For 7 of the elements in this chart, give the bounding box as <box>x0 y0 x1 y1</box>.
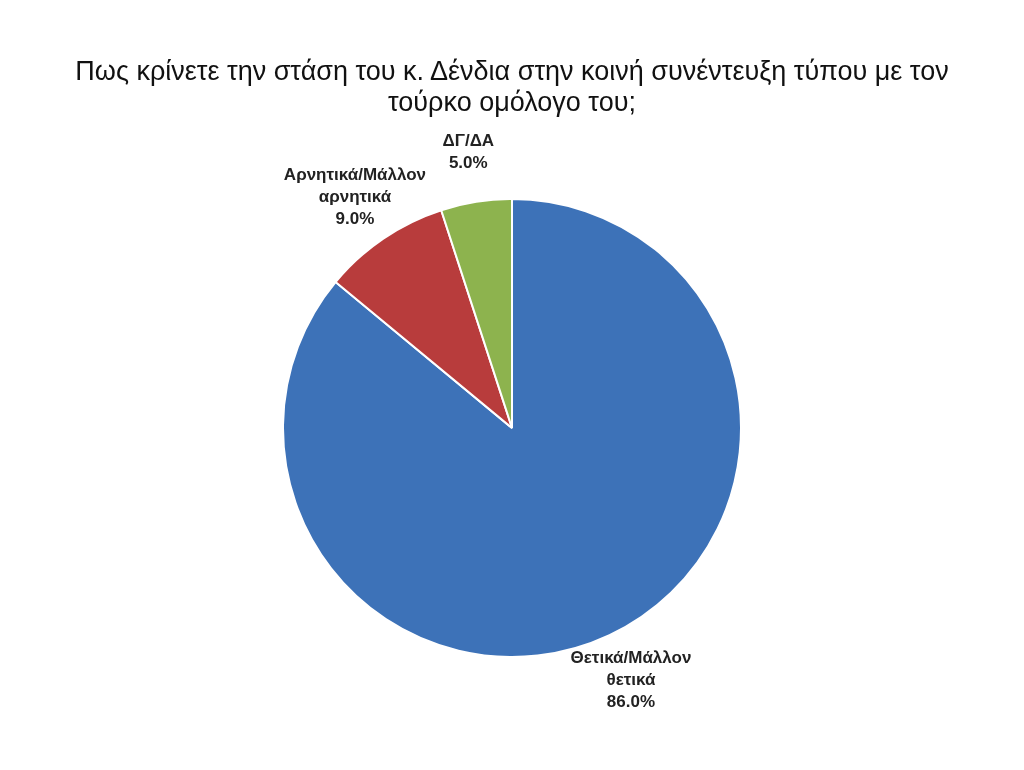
slice-label: Αρνητικά/Μάλλον αρνητικά <box>283 164 427 206</box>
data-label: 86.0% <box>606 692 656 712</box>
chart-title: Πως κρίνετε την στάση του κ. Δένδια στην κοινή συνέντευξη τύπου με τον τούρκο ομόλογο του; <box>74 55 950 119</box>
data-label: 9.0% <box>335 208 375 228</box>
slice-label: Θετικά/Μάλλον θετικά <box>570 648 692 690</box>
slice-label: ΔΓ/ΔΑ <box>442 130 495 150</box>
data-label: 5.0% <box>448 152 488 172</box>
